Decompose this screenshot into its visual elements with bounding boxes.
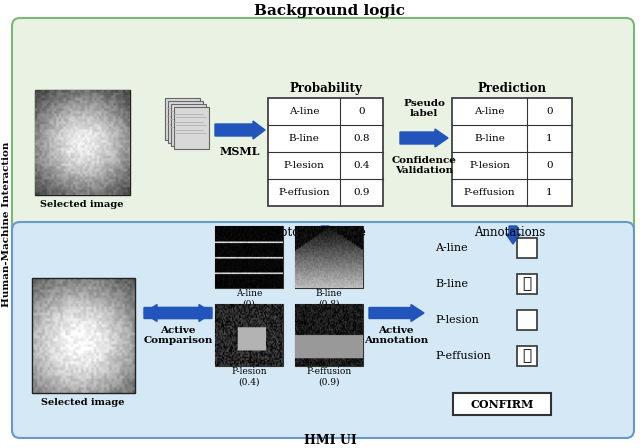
Text: Prediction: Prediction: [477, 82, 547, 95]
FancyBboxPatch shape: [35, 90, 130, 195]
FancyBboxPatch shape: [517, 310, 537, 330]
Text: B-line
(0.8): B-line (0.8): [316, 289, 342, 308]
Text: 0: 0: [358, 107, 365, 116]
Text: HMI UI: HMI UI: [303, 434, 356, 447]
Text: B-line: B-line: [289, 134, 319, 143]
Text: Confidence
Validation: Confidence Validation: [392, 156, 456, 176]
Text: A-line
(0): A-line (0): [236, 289, 262, 308]
Text: 0.4: 0.4: [353, 161, 370, 170]
Text: Active
Comparison: Active Comparison: [143, 326, 212, 345]
Text: Annotations: Annotations: [474, 226, 546, 239]
Text: 0: 0: [546, 107, 553, 116]
FancyBboxPatch shape: [295, 226, 363, 288]
Text: Active
Annotation: Active Annotation: [364, 326, 428, 345]
Text: B-line: B-line: [435, 279, 468, 289]
Text: Human-Machine Interaction: Human-Machine Interaction: [3, 141, 12, 307]
FancyBboxPatch shape: [215, 304, 283, 366]
Text: P-lesion: P-lesion: [284, 161, 324, 170]
Text: P-effusion: P-effusion: [435, 351, 491, 361]
FancyArrow shape: [506, 226, 520, 244]
Text: Probability: Probability: [289, 82, 362, 95]
Text: ✓: ✓: [522, 277, 532, 291]
FancyArrow shape: [318, 226, 332, 244]
Text: 0.9: 0.9: [353, 188, 370, 197]
Text: B-line: B-line: [474, 134, 505, 143]
Text: 0.8: 0.8: [353, 134, 370, 143]
FancyBboxPatch shape: [12, 18, 634, 234]
FancyBboxPatch shape: [215, 226, 283, 288]
FancyBboxPatch shape: [517, 346, 537, 366]
FancyBboxPatch shape: [12, 222, 634, 438]
FancyArrow shape: [400, 129, 448, 147]
Text: A-line: A-line: [435, 243, 468, 253]
Text: A-line: A-line: [474, 107, 505, 116]
Text: P-effusion
(0.9): P-effusion (0.9): [307, 367, 351, 386]
Text: ✓: ✓: [522, 349, 532, 363]
FancyBboxPatch shape: [295, 304, 363, 366]
FancyArrow shape: [369, 305, 424, 322]
Text: 1: 1: [546, 134, 553, 143]
Text: P-lesion
(0.4): P-lesion (0.4): [231, 367, 267, 386]
Text: Pseudo
label: Pseudo label: [403, 99, 445, 118]
FancyArrow shape: [215, 121, 265, 139]
FancyBboxPatch shape: [517, 274, 537, 294]
FancyBboxPatch shape: [165, 98, 200, 140]
Text: MSML: MSML: [220, 146, 260, 157]
FancyBboxPatch shape: [517, 238, 537, 258]
Text: Selected image: Selected image: [41, 398, 125, 407]
Text: P-effusion: P-effusion: [278, 188, 330, 197]
FancyBboxPatch shape: [168, 101, 203, 143]
FancyBboxPatch shape: [268, 98, 383, 206]
Text: Background logic: Background logic: [255, 4, 406, 18]
Text: P-lesion: P-lesion: [469, 161, 510, 170]
Text: CONFIRM: CONFIRM: [470, 399, 534, 409]
Text: Symptom Example: Symptom Example: [254, 226, 366, 239]
FancyBboxPatch shape: [452, 98, 572, 206]
Text: P-lesion: P-lesion: [435, 315, 479, 325]
FancyBboxPatch shape: [174, 107, 209, 149]
Text: A-line: A-line: [289, 107, 319, 116]
FancyBboxPatch shape: [171, 104, 206, 146]
FancyArrow shape: [144, 305, 212, 322]
Text: P-effusion: P-effusion: [464, 188, 515, 197]
Text: Selected image: Selected image: [40, 200, 124, 209]
FancyBboxPatch shape: [453, 393, 551, 415]
Text: 0: 0: [546, 161, 553, 170]
FancyArrow shape: [144, 305, 212, 322]
Text: 1: 1: [546, 188, 553, 197]
